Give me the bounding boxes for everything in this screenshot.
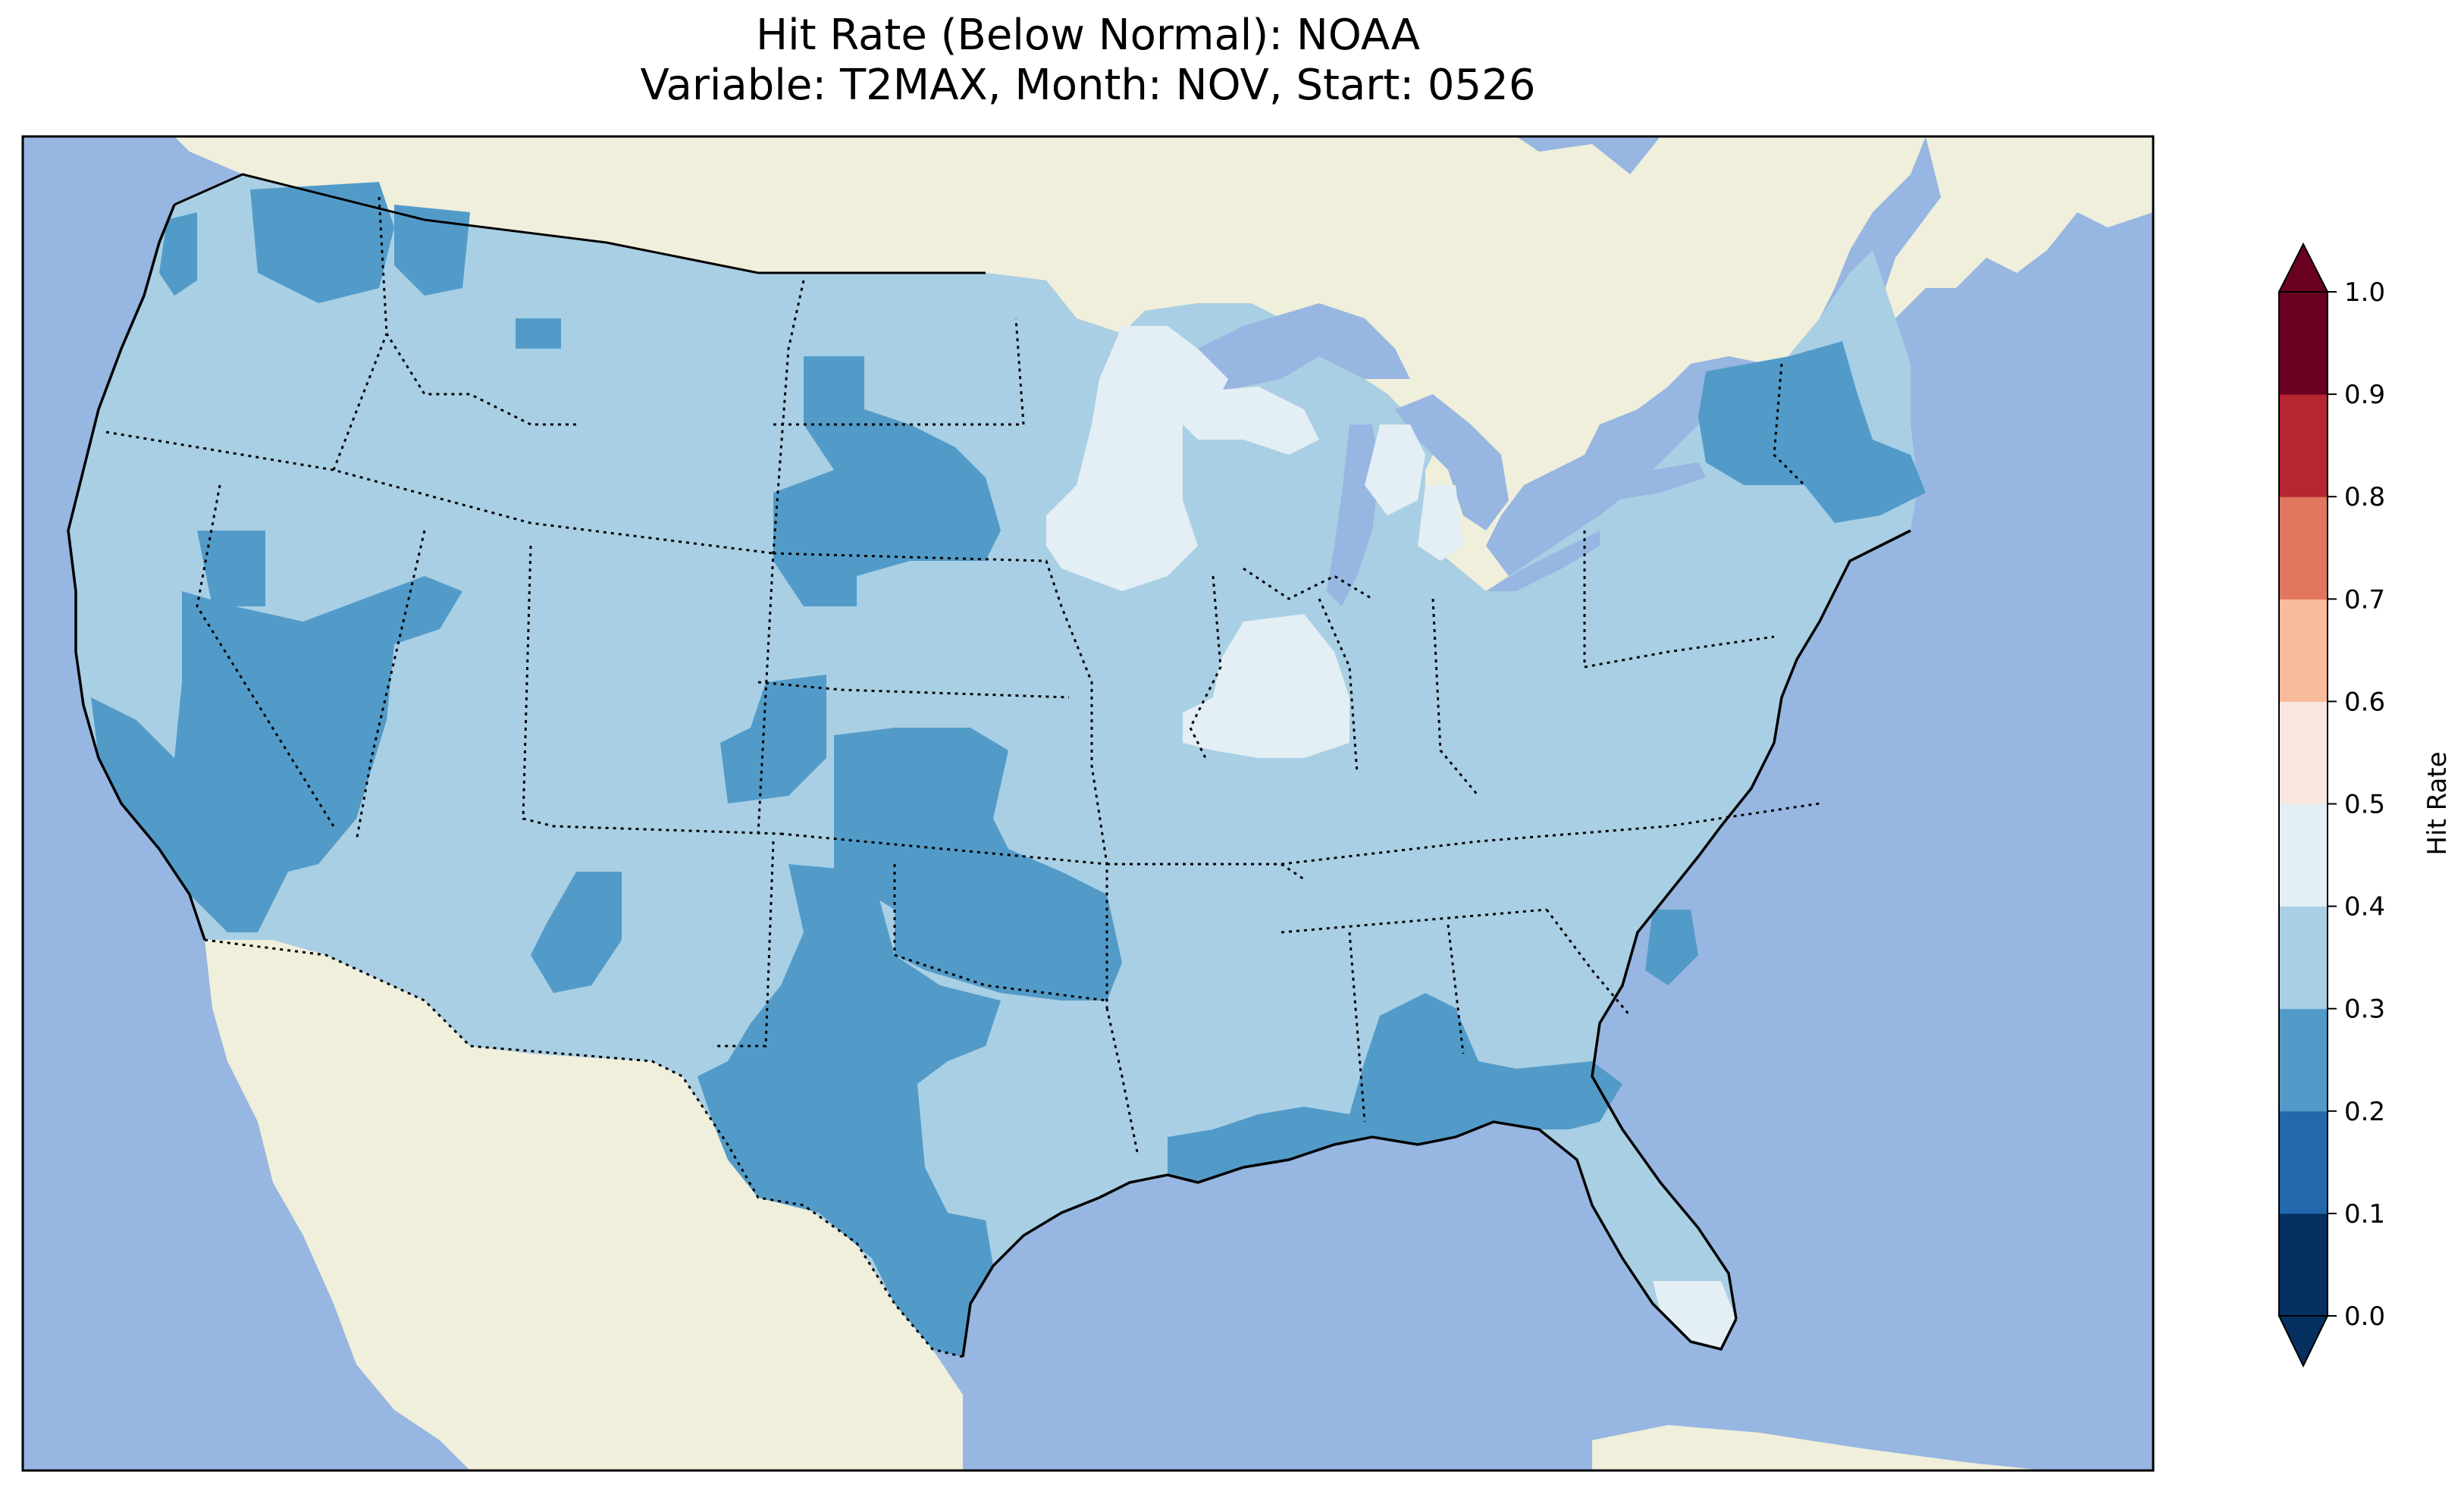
patch-montana-spot bbox=[516, 318, 561, 349]
class-0.4-0.5 bbox=[1046, 326, 1736, 1349]
mexico-border bbox=[204, 938, 964, 1358]
patch-kansas-oklahoma bbox=[834, 728, 1122, 1001]
colorbar-bins bbox=[2279, 292, 2328, 1317]
colorbar-bin-0 bbox=[2279, 1213, 2328, 1317]
patch-wisconsin bbox=[1168, 387, 1319, 455]
colorbar-tick-label: 0.2 bbox=[2344, 1097, 2385, 1127]
patch-michigan-east bbox=[1418, 485, 1463, 561]
colorbar-bin-6 bbox=[2279, 599, 2328, 702]
patch-gulf-coast bbox=[1168, 993, 1622, 1182]
patch-minnesota bbox=[1046, 326, 1228, 591]
patch-new-england bbox=[1698, 341, 1926, 523]
international-border bbox=[174, 173, 986, 274]
patch-nevada-north bbox=[197, 531, 265, 606]
land-maritimes bbox=[1880, 136, 2153, 318]
patch-northern-idaho bbox=[394, 205, 470, 296]
colorbar-tick-label: 0.1 bbox=[2344, 1199, 2385, 1229]
patch-florida bbox=[1653, 1281, 1736, 1349]
lake-ontario bbox=[1607, 462, 1706, 500]
colorbar-tick-label: 0.3 bbox=[2344, 994, 2385, 1025]
colorbar-bin-4 bbox=[2279, 803, 2328, 907]
colorbar-bin-5 bbox=[2279, 701, 2328, 804]
colorbar-ticks: 0.0 0.1 0.2 0.3 0.4 0.5 0.6 0.7 0.8 0.9 1.0 bbox=[2328, 277, 2385, 1332]
colorbar-tick-label: 0.0 bbox=[2344, 1301, 2385, 1332]
land-baja bbox=[205, 940, 425, 1395]
patch-colorado-east bbox=[720, 675, 826, 803]
patch-nevada-california bbox=[91, 576, 462, 932]
colorbar-tick-label: 0.8 bbox=[2344, 482, 2385, 512]
lake-superior bbox=[1183, 303, 1410, 394]
map-frame bbox=[21, 135, 2155, 1472]
colorbar-bin-9 bbox=[2279, 292, 2328, 395]
map-title: Hit Rate (Below Normal): NOAA Variable: … bbox=[23, 11, 2153, 111]
colorbar-tick-label: 0.4 bbox=[2344, 892, 2385, 922]
colorbar-bin-2 bbox=[2279, 1008, 2328, 1112]
colorbar-label: Hit Rate bbox=[2422, 751, 2453, 855]
patch-illinois bbox=[1183, 614, 1350, 758]
patch-new-mexico bbox=[531, 872, 622, 993]
land-cuba bbox=[1592, 1425, 2047, 1471]
colorbar-bin-1 bbox=[2279, 1110, 2328, 1214]
colorbar-bin-8 bbox=[2279, 394, 2328, 497]
colorbar-tick-label: 0.6 bbox=[2344, 687, 2385, 717]
lake-erie bbox=[1486, 531, 1600, 591]
colorbar-bin-3 bbox=[2279, 906, 2328, 1010]
patch-south-dakota bbox=[773, 356, 1001, 606]
colorbar-tick-label: 0.5 bbox=[2344, 790, 2385, 820]
lake-michigan bbox=[1327, 424, 1380, 606]
colorbar-tick-label: 0.9 bbox=[2344, 380, 2385, 410]
state-borders bbox=[105, 196, 1820, 1153]
patch-texas bbox=[698, 864, 1001, 1357]
patch-washington-coast bbox=[159, 212, 197, 296]
colorbar-tick-label: 1.0 bbox=[2344, 277, 2385, 308]
colorbar-under-triangle bbox=[2277, 1315, 2329, 1368]
lake-huron bbox=[1395, 394, 1509, 531]
class-0.2-0.3 bbox=[91, 182, 1926, 1357]
patch-south-carolina bbox=[1645, 910, 1698, 985]
title-line-1: Hit Rate (Below Normal): NOAA bbox=[755, 11, 1421, 60]
patch-washington bbox=[250, 182, 394, 303]
title-line-2: Variable: T2MAX, Month: NOV, Start: 0526 bbox=[640, 61, 1536, 110]
colorbar-over-triangle bbox=[2277, 242, 2329, 293]
colorbar-bin-7 bbox=[2279, 496, 2328, 600]
colorbar-tick-label: 0.7 bbox=[2344, 584, 2385, 615]
patch-michigan bbox=[1365, 424, 1425, 515]
coastline bbox=[67, 204, 1911, 1358]
